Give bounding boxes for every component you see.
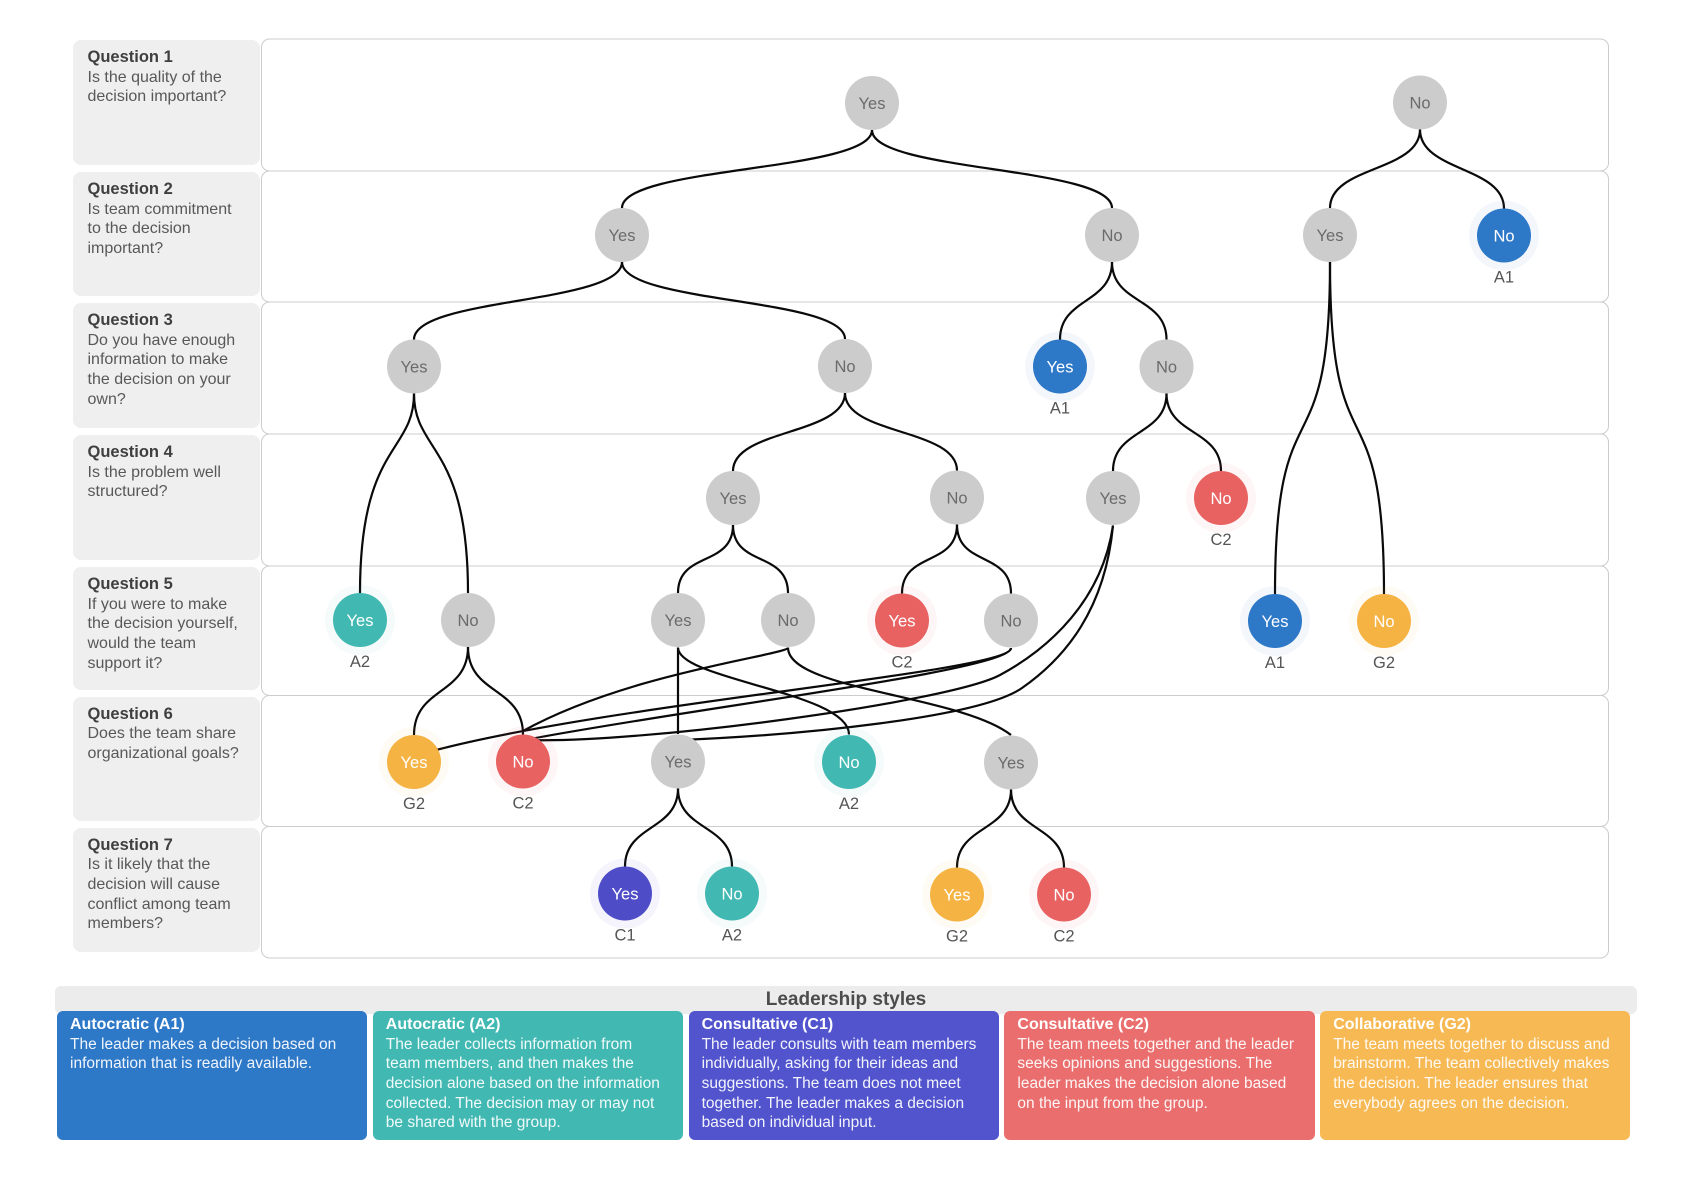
svg-text:No: No bbox=[457, 612, 478, 630]
svg-text:Yes: Yes bbox=[944, 886, 971, 904]
svg-text:No: No bbox=[1053, 886, 1074, 904]
svg-text:A2: A2 bbox=[722, 927, 742, 945]
svg-text:No: No bbox=[721, 885, 742, 903]
svg-text:Yes: Yes bbox=[609, 227, 636, 245]
svg-text:Yes: Yes bbox=[889, 612, 916, 630]
svg-text:Yes: Yes bbox=[1262, 613, 1289, 631]
svg-text:C2: C2 bbox=[1053, 928, 1074, 946]
svg-text:G2: G2 bbox=[1373, 654, 1395, 672]
svg-text:Yes: Yes bbox=[720, 490, 747, 508]
svg-text:No: No bbox=[1101, 227, 1122, 245]
svg-text:Yes: Yes bbox=[859, 95, 886, 113]
svg-text:Yes: Yes bbox=[1317, 227, 1344, 245]
svg-text:C2: C2 bbox=[891, 654, 912, 672]
svg-text:G2: G2 bbox=[403, 795, 425, 813]
svg-text:No: No bbox=[946, 489, 967, 507]
svg-text:No: No bbox=[838, 754, 859, 772]
svg-text:Yes: Yes bbox=[401, 358, 428, 376]
svg-text:Yes: Yes bbox=[1047, 358, 1074, 376]
svg-text:No: No bbox=[1210, 490, 1231, 508]
svg-text:A1: A1 bbox=[1494, 269, 1514, 287]
svg-text:Yes: Yes bbox=[347, 612, 374, 630]
svg-text:Yes: Yes bbox=[401, 754, 428, 772]
svg-text:Yes: Yes bbox=[1100, 490, 1127, 508]
svg-text:No: No bbox=[512, 753, 533, 771]
svg-text:No: No bbox=[1493, 227, 1514, 245]
svg-text:No: No bbox=[1373, 613, 1394, 631]
svg-text:A1: A1 bbox=[1265, 654, 1285, 672]
svg-text:C1: C1 bbox=[614, 927, 635, 945]
svg-text:No: No bbox=[1156, 358, 1177, 376]
svg-text:No: No bbox=[1409, 94, 1430, 112]
svg-text:No: No bbox=[777, 612, 798, 630]
svg-text:Yes: Yes bbox=[612, 885, 639, 903]
svg-text:G2: G2 bbox=[946, 928, 968, 946]
svg-text:A1: A1 bbox=[1050, 400, 1070, 418]
svg-text:Yes: Yes bbox=[665, 612, 692, 630]
svg-text:A2: A2 bbox=[839, 795, 859, 813]
svg-text:C2: C2 bbox=[1210, 531, 1231, 549]
svg-text:No: No bbox=[1000, 612, 1021, 630]
svg-text:Yes: Yes bbox=[998, 754, 1025, 772]
svg-text:A2: A2 bbox=[350, 653, 370, 671]
svg-text:No: No bbox=[834, 358, 855, 376]
svg-text:Yes: Yes bbox=[665, 753, 692, 771]
svg-text:C2: C2 bbox=[512, 795, 533, 813]
